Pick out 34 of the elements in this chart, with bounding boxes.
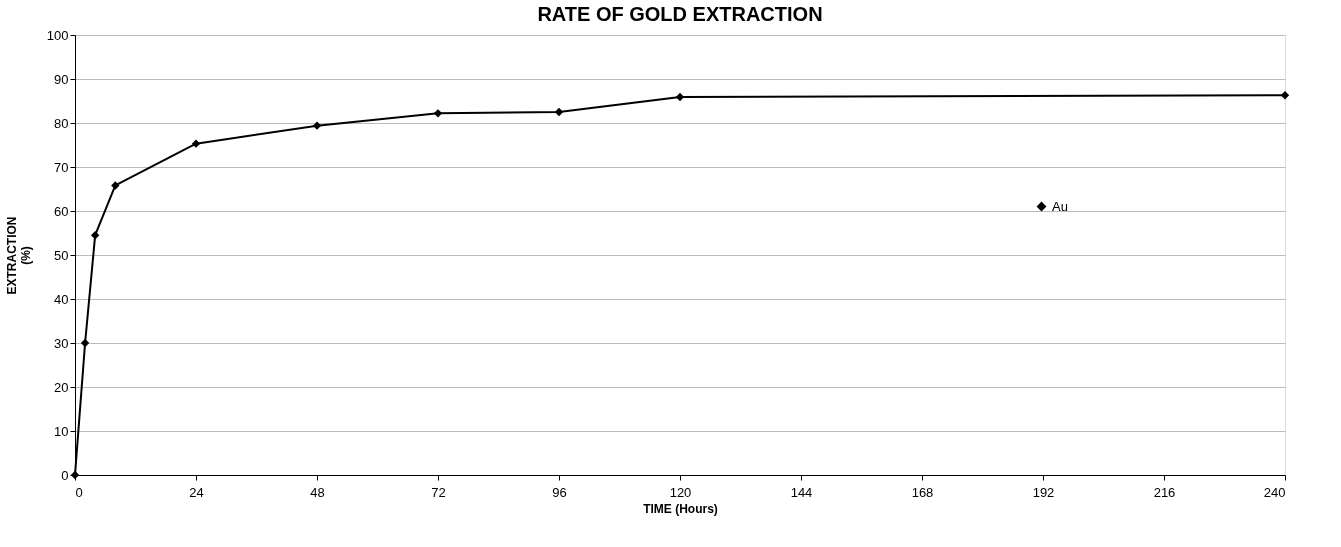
- x-tick-label: 0: [75, 484, 83, 500]
- y-tick-label: 0: [61, 467, 69, 483]
- x-tick-label: 192: [1032, 484, 1055, 500]
- x-tick-label: 240: [1263, 484, 1286, 500]
- y-axis-title: EXTRACTION (%): [4, 216, 33, 295]
- y-tick-label: 80: [54, 115, 69, 131]
- point: [554, 107, 564, 117]
- point: [80, 338, 90, 348]
- y-tick-label: 70: [54, 159, 69, 175]
- x-tick-label: 48: [310, 484, 325, 500]
- x-tick-label: 96: [552, 484, 567, 500]
- point: [1280, 91, 1290, 100]
- x-tick-label: 120: [669, 484, 692, 500]
- y-tick-label: 40: [54, 291, 69, 307]
- point: [191, 139, 201, 148]
- legend-label: Au: [1052, 198, 1068, 214]
- chart-title: RATE OF GOLD EXTRACTION: [537, 3, 823, 25]
- y-tick-label: 30: [54, 335, 69, 351]
- point: [90, 231, 100, 240]
- y-tick-label: 10: [54, 423, 69, 439]
- y-tick-label: 90: [54, 71, 69, 87]
- y-tick-label: 50: [54, 247, 69, 263]
- y-tick-label: 20: [54, 379, 69, 395]
- point: [111, 181, 120, 190]
- y-tick-label: 100: [46, 27, 69, 43]
- x-tick-label: 24: [189, 484, 204, 500]
- point: [312, 121, 322, 130]
- x-tick-label: 216: [1153, 484, 1176, 500]
- x-axis-title: TIME (Hours): [643, 501, 718, 516]
- x-tick-label: 168: [911, 484, 934, 500]
- y-tick-label: 60: [54, 203, 69, 219]
- x-tick-label: 72: [431, 484, 446, 500]
- point: [433, 109, 443, 118]
- x-tick-label: 144: [790, 484, 813, 500]
